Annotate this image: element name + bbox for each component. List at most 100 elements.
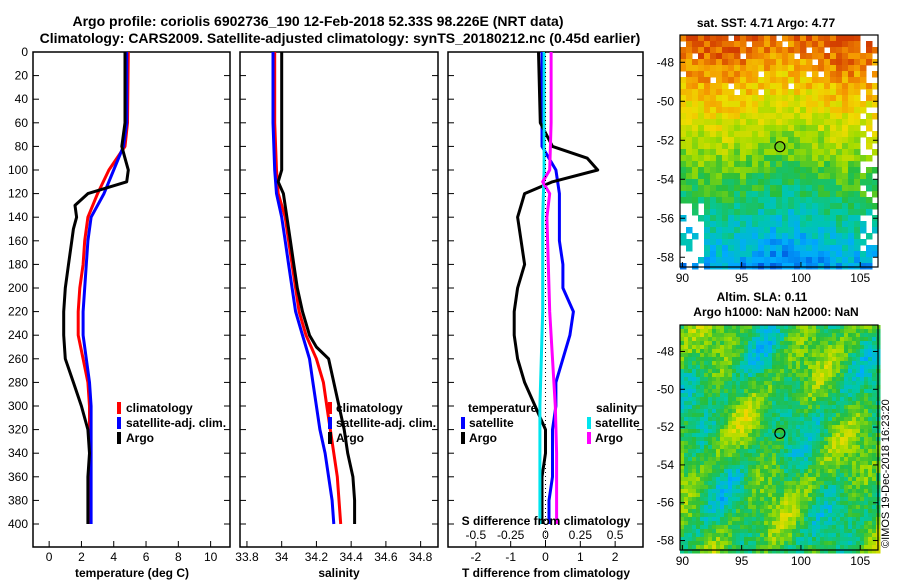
map-cell	[782, 47, 789, 54]
map-cell	[728, 203, 735, 210]
map-cell	[688, 333, 693, 338]
map-cell	[760, 381, 765, 386]
map-cell	[860, 537, 865, 542]
map-cell	[692, 365, 697, 370]
map-cell	[740, 131, 747, 138]
map-cell	[854, 83, 861, 90]
map-cell	[854, 245, 861, 252]
map-cell	[772, 377, 777, 382]
map-cell	[806, 119, 813, 126]
map-cell	[704, 59, 711, 66]
map-cell	[728, 215, 735, 222]
map-cell	[716, 377, 721, 382]
map-cell	[820, 369, 825, 374]
map-cell	[720, 465, 725, 470]
map-cell	[812, 421, 817, 426]
map-cell	[698, 191, 705, 198]
map-cell	[740, 333, 745, 338]
map-cell	[752, 337, 757, 342]
map-cell	[796, 453, 801, 458]
map-cell	[818, 209, 825, 216]
map-cell	[776, 101, 783, 108]
map-cell	[804, 349, 809, 354]
map-cell	[796, 521, 801, 526]
map-cell	[692, 465, 697, 470]
map-cell	[776, 397, 781, 402]
map-cell	[836, 421, 841, 426]
map-cell	[808, 477, 813, 482]
map-cell	[812, 155, 819, 162]
map-cell	[836, 425, 841, 430]
map-cell	[860, 545, 865, 550]
map-cell	[760, 409, 765, 414]
map-cell	[724, 385, 729, 390]
map-cell	[732, 333, 737, 338]
map-cell	[812, 477, 817, 482]
map-cell	[680, 401, 685, 406]
map-cell	[844, 401, 849, 406]
map-cell	[764, 525, 769, 530]
map-cell	[800, 513, 805, 518]
map-cell	[780, 489, 785, 494]
map-cell	[746, 257, 753, 264]
map-cell	[782, 203, 789, 210]
map-cell	[854, 197, 861, 204]
map-cell	[698, 215, 705, 222]
map-cell	[796, 397, 801, 402]
map-cell	[756, 465, 761, 470]
map-cell	[760, 333, 765, 338]
map-cell	[780, 353, 785, 358]
map-cell	[788, 493, 793, 498]
map-cell	[818, 155, 825, 162]
map-cell	[696, 489, 701, 494]
map-cell	[728, 477, 733, 482]
map-cell	[748, 509, 753, 514]
map-cell	[696, 533, 701, 538]
map-cell	[764, 53, 771, 60]
map-cell	[852, 549, 857, 554]
map-cell	[728, 489, 733, 494]
map-cell	[800, 457, 805, 462]
map-cell	[784, 537, 789, 542]
map-cell	[852, 457, 857, 462]
map-cell	[758, 119, 765, 126]
map-cell	[748, 477, 753, 482]
map-cell	[868, 525, 873, 530]
map-cell	[744, 397, 749, 402]
map-cell	[728, 389, 733, 394]
map-cell	[852, 393, 857, 398]
map-cell	[758, 137, 765, 144]
map-cell	[680, 453, 685, 458]
map-cell	[708, 409, 713, 414]
map-cell	[722, 149, 729, 156]
map-cell	[724, 445, 729, 450]
map-cell	[812, 77, 819, 84]
map-cell	[856, 385, 861, 390]
map-cell	[692, 59, 699, 66]
map-cell	[788, 95, 795, 102]
map-cell	[856, 485, 861, 490]
map-cell	[860, 433, 865, 438]
map-cell	[796, 361, 801, 366]
map-cell	[794, 137, 801, 144]
map-cell	[812, 227, 819, 234]
map-cell	[764, 325, 769, 330]
map-cell	[736, 485, 741, 490]
map-cell	[854, 155, 861, 162]
map-cell	[684, 429, 689, 434]
map-cell	[770, 65, 777, 72]
map-cell	[836, 341, 841, 346]
map-cell	[772, 497, 777, 502]
map-cell	[828, 429, 833, 434]
map-cell	[752, 155, 759, 162]
map-cell	[806, 131, 813, 138]
map-cell	[824, 421, 829, 426]
map-cell	[716, 257, 723, 264]
map-cell	[792, 505, 797, 510]
map-cell	[748, 349, 753, 354]
map-cell	[796, 537, 801, 542]
map-cell	[840, 533, 845, 538]
map-cell	[686, 77, 693, 84]
map-cell	[854, 227, 861, 234]
map-cell	[844, 449, 849, 454]
